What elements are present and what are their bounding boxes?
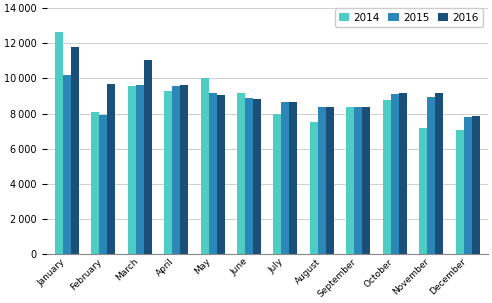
Bar <box>180 85 188 254</box>
Bar <box>99 115 107 254</box>
Bar <box>310 122 318 254</box>
Bar <box>62 75 71 254</box>
Bar <box>281 102 289 254</box>
Bar <box>363 107 370 254</box>
Legend: 2014, 2015, 2016: 2014, 2015, 2016 <box>335 8 483 27</box>
Bar <box>144 60 152 254</box>
Bar <box>107 84 115 254</box>
Bar <box>253 99 261 254</box>
Bar <box>383 100 391 254</box>
Bar <box>127 86 136 254</box>
Bar <box>136 85 144 254</box>
Bar <box>237 93 245 254</box>
Bar <box>71 47 79 254</box>
Bar <box>472 116 480 254</box>
Bar <box>456 130 464 254</box>
Bar <box>209 93 216 254</box>
Bar <box>55 32 62 254</box>
Bar <box>346 107 354 254</box>
Bar <box>245 98 253 254</box>
Bar <box>172 86 180 254</box>
Bar <box>318 108 326 254</box>
Bar <box>164 91 172 254</box>
Bar <box>216 95 224 254</box>
Bar <box>354 107 363 254</box>
Bar <box>435 93 443 254</box>
Bar <box>428 97 435 254</box>
Bar <box>201 78 209 254</box>
Bar <box>289 102 298 254</box>
Bar <box>399 93 407 254</box>
Bar <box>464 117 472 254</box>
Bar <box>274 114 281 254</box>
Bar <box>419 128 428 254</box>
Bar <box>391 94 399 254</box>
Bar <box>326 107 334 254</box>
Bar <box>91 112 99 254</box>
